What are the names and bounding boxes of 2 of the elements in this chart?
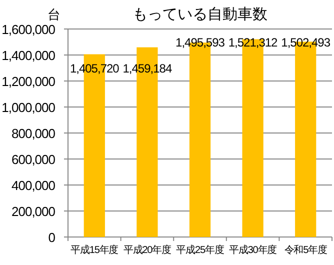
title: もっている自動車数 [132, 6, 268, 23]
ylabel: 台 [48, 7, 60, 22]
